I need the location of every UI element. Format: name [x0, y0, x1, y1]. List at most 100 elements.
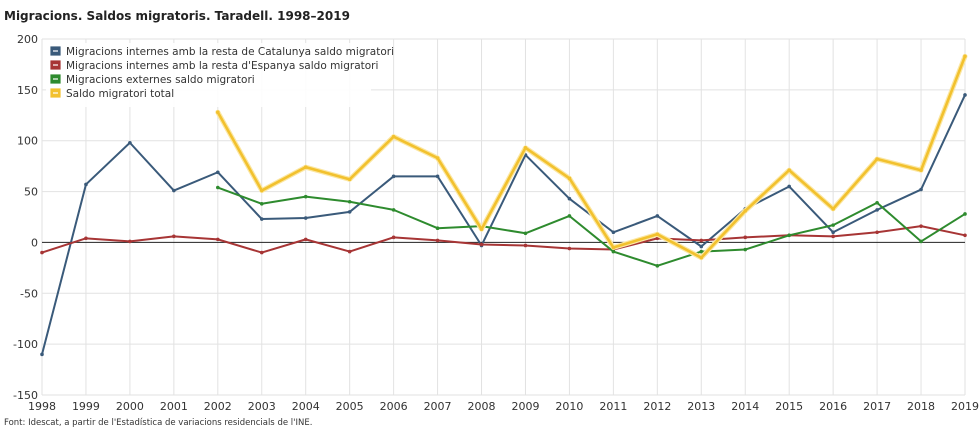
- data-point: [479, 227, 484, 232]
- data-point: [216, 170, 220, 175]
- data-point: [128, 140, 132, 145]
- data-point: [831, 207, 835, 211]
- data-point: [875, 208, 879, 212]
- x-tick-label: 2003: [248, 400, 276, 413]
- data-point: [216, 110, 220, 115]
- y-tick-label: 100: [17, 135, 38, 148]
- data-point: [259, 188, 264, 193]
- y-tick-label: 200: [17, 33, 38, 46]
- x-tick-label: 1999: [72, 400, 100, 413]
- data-point: [611, 245, 616, 250]
- y-tick-label: 150: [17, 84, 38, 97]
- y-tick-label: -50: [20, 287, 38, 300]
- data-point: [216, 237, 220, 242]
- data-point: [435, 226, 440, 230]
- data-point: [655, 232, 660, 237]
- data-point: [391, 235, 396, 240]
- data-point: [303, 216, 308, 220]
- legend-background: [46, 43, 371, 107]
- data-point: [40, 250, 44, 255]
- x-tick-label: 2006: [380, 400, 408, 413]
- data-point: [84, 236, 88, 241]
- x-tick-label: 2011: [599, 400, 627, 413]
- y-tick-label: -100: [13, 338, 38, 351]
- x-tick-label: 2010: [555, 400, 583, 413]
- x-tick-label: 2018: [907, 400, 935, 413]
- data-point: [347, 210, 352, 214]
- data-point: [875, 200, 879, 205]
- data-point: [435, 238, 440, 243]
- data-point: [831, 234, 835, 239]
- y-tick-label: 50: [24, 186, 38, 199]
- data-point: [699, 249, 704, 254]
- series-1: [40, 93, 967, 357]
- source-note: Font: Idescat, a partir de l'Estadística…: [4, 418, 313, 428]
- data-point: [787, 184, 791, 189]
- data-point: [303, 165, 308, 169]
- data-point: [655, 214, 660, 218]
- data-point: [611, 249, 616, 254]
- data-point: [523, 243, 528, 248]
- x-tick-label: 1998: [28, 400, 56, 413]
- series-4: [215, 53, 968, 261]
- legend-label: Saldo migratori total: [66, 88, 174, 100]
- data-point: [347, 249, 352, 254]
- x-tick-label: 2004: [292, 400, 320, 413]
- data-point: [831, 223, 835, 227]
- x-tick-label: 2012: [643, 400, 671, 413]
- x-tick-label: 2019: [951, 400, 979, 413]
- data-point: [259, 250, 264, 255]
- data-point: [655, 264, 660, 268]
- x-tick-label: 2017: [863, 400, 891, 413]
- data-point: [787, 168, 791, 173]
- data-point: [875, 157, 879, 161]
- data-point: [172, 234, 176, 239]
- x-tick-label: 2008: [468, 400, 496, 413]
- data-point: [391, 134, 396, 139]
- legend-label: Migracions internes amb la resta de Cata…: [66, 46, 394, 58]
- data-point: [259, 217, 264, 221]
- data-point: [435, 156, 440, 160]
- x-tick-label: 2015: [775, 400, 803, 413]
- data-point: [743, 247, 748, 252]
- x-tick-label: 2007: [424, 400, 452, 413]
- y-tick-label: -150: [13, 389, 38, 402]
- data-point: [831, 230, 835, 235]
- data-point: [963, 93, 967, 97]
- data-point: [743, 235, 748, 240]
- data-point: [567, 196, 572, 201]
- data-point: [743, 209, 748, 213]
- legend: Migracions internes amb la resta de Cata…: [46, 43, 394, 107]
- series-2: [40, 224, 967, 255]
- x-tick-label: 2014: [731, 400, 759, 413]
- data-point: [567, 246, 572, 251]
- data-point: [128, 239, 132, 244]
- data-point: [347, 199, 352, 204]
- legend-label: Migracions internes amb la resta d'Espan…: [66, 60, 378, 72]
- x-tick-label: 2009: [511, 400, 539, 413]
- y-tick-label: 0: [31, 236, 38, 249]
- x-tick-label: 2002: [204, 400, 232, 413]
- data-point: [172, 188, 176, 193]
- data-point: [787, 233, 791, 238]
- series-line: [41, 93, 966, 356]
- data-point: [391, 208, 396, 212]
- data-point: [919, 224, 923, 228]
- data-point: [919, 239, 923, 244]
- data-point: [347, 177, 352, 182]
- series-line: [41, 225, 966, 254]
- data-point: [216, 185, 220, 190]
- data-point: [611, 230, 616, 235]
- data-point: [303, 194, 308, 199]
- data-point: [84, 182, 88, 187]
- data-point: [963, 212, 967, 216]
- data-point: [303, 237, 308, 242]
- series-line: [216, 54, 967, 259]
- series-line: [216, 186, 966, 267]
- x-tick-label: 2001: [160, 400, 188, 413]
- data-point: [919, 187, 923, 192]
- data-point: [523, 231, 528, 236]
- data-point: [963, 54, 967, 59]
- data-point: [875, 230, 879, 235]
- data-point: [40, 352, 44, 357]
